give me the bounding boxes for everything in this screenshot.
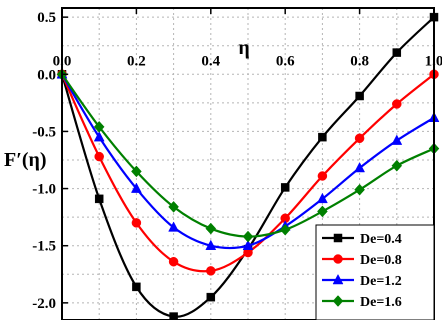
series-de-1-6-point-9 xyxy=(391,159,403,172)
series-de-0-8-point-8 xyxy=(354,133,365,144)
series-de-1-6-point-2 xyxy=(131,165,142,178)
series-de-0-4-line xyxy=(60,16,435,318)
x-axis-title: η xyxy=(238,37,249,59)
y-tick-label-0-0: 0.0 xyxy=(37,67,56,83)
legend-label: De=0.8 xyxy=(360,253,402,268)
series-de-1-2-point-8 xyxy=(354,161,366,173)
series-de-0-4-point-3 xyxy=(169,312,178,321)
series-de-0-8-point-4 xyxy=(206,266,216,276)
y-tick-label-1-0: -1.0 xyxy=(32,182,56,198)
series-de-1-2-point-9 xyxy=(391,134,403,145)
legend-label: De=0.4 xyxy=(360,232,402,247)
y-tick-label-1-5: -1.5 xyxy=(32,239,56,255)
series-de-1-2-line xyxy=(61,73,435,250)
axis-ticks: 0.0 0.2 0.4 0.6 0.8 1.0 0.5 0.0 -0.5 -1.0 -1.5 -2.0 xyxy=(32,8,442,312)
series-de-0-4-point-8 xyxy=(355,91,364,101)
legend-marker xyxy=(333,254,343,264)
series-de-0-8-point-2 xyxy=(131,218,142,228)
x-tick-label-0-6: 0.6 xyxy=(276,53,295,69)
series-de-1-6-point-8 xyxy=(354,183,365,196)
series-de-1-2-point-4 xyxy=(205,239,217,250)
legend-label: De=1.2 xyxy=(360,274,402,289)
series-de-1-2-point-5 xyxy=(242,239,254,250)
series-de-1-2-point-3 xyxy=(168,221,180,232)
x-tick-label-0-0: 0.0 xyxy=(53,53,72,69)
y-tick-label-0-5: -0.5 xyxy=(32,124,56,140)
y-tick-label-0-5: 0.5 xyxy=(37,10,56,26)
series-de-0-4-point-1 xyxy=(94,194,104,204)
x-tick-label-0-4: 0.4 xyxy=(201,53,220,69)
series-de-1-2-point-2 xyxy=(130,182,142,193)
legend-item-de-1-6: De=1.6 xyxy=(322,295,402,310)
legend-label: De=1.6 xyxy=(360,295,402,310)
series-de-0-8-point-9 xyxy=(392,99,402,109)
series-de-1-6-point-6 xyxy=(279,223,291,236)
legend-marker xyxy=(333,233,343,243)
series-de-1-6-point-5 xyxy=(242,230,254,243)
series-de-0-4-point-7 xyxy=(318,132,327,142)
legend-item-de-0-8: De=0.8 xyxy=(322,253,402,268)
series-de-1-6 xyxy=(56,68,440,243)
legend-marker xyxy=(332,273,344,285)
x-tick-label-0-2: 0.2 xyxy=(127,53,146,69)
legend-item-de-1-2: De=1.2 xyxy=(322,273,402,289)
series-de-1-2-point-7 xyxy=(316,192,328,204)
series-de-0-8-point-3 xyxy=(168,256,179,267)
series-layer xyxy=(56,12,440,321)
series-de-1-6-point-3 xyxy=(168,200,179,213)
legend: De=0.4 De=0.8 De=1.2 De=1.6 xyxy=(315,224,435,321)
series-de-0-4-point-2 xyxy=(132,282,141,292)
legend-marker xyxy=(332,295,344,307)
series-de-1-6-point-1 xyxy=(93,120,105,133)
series-de-0-4-point-9 xyxy=(392,48,402,57)
y-tick-label-2-0: -2.0 xyxy=(32,296,56,312)
series-de-0-4-point-6 xyxy=(280,183,290,192)
x-tick-label-1-0: 1.0 xyxy=(425,53,442,69)
series-de-0-8-point-1 xyxy=(94,151,104,162)
y-axis-title: F′(η) xyxy=(4,149,47,171)
series-de-0-4-point-4 xyxy=(206,292,216,302)
series-de-0-8-point-7 xyxy=(317,171,328,181)
series-de-1-2-point-1 xyxy=(93,131,105,142)
legend-item-de-0-4: De=0.4 xyxy=(322,232,402,247)
x-tick-label-0-8: 0.8 xyxy=(350,53,369,69)
series-de-1-6-point-4 xyxy=(205,222,217,235)
series-de-1-6-point-7 xyxy=(317,205,328,218)
